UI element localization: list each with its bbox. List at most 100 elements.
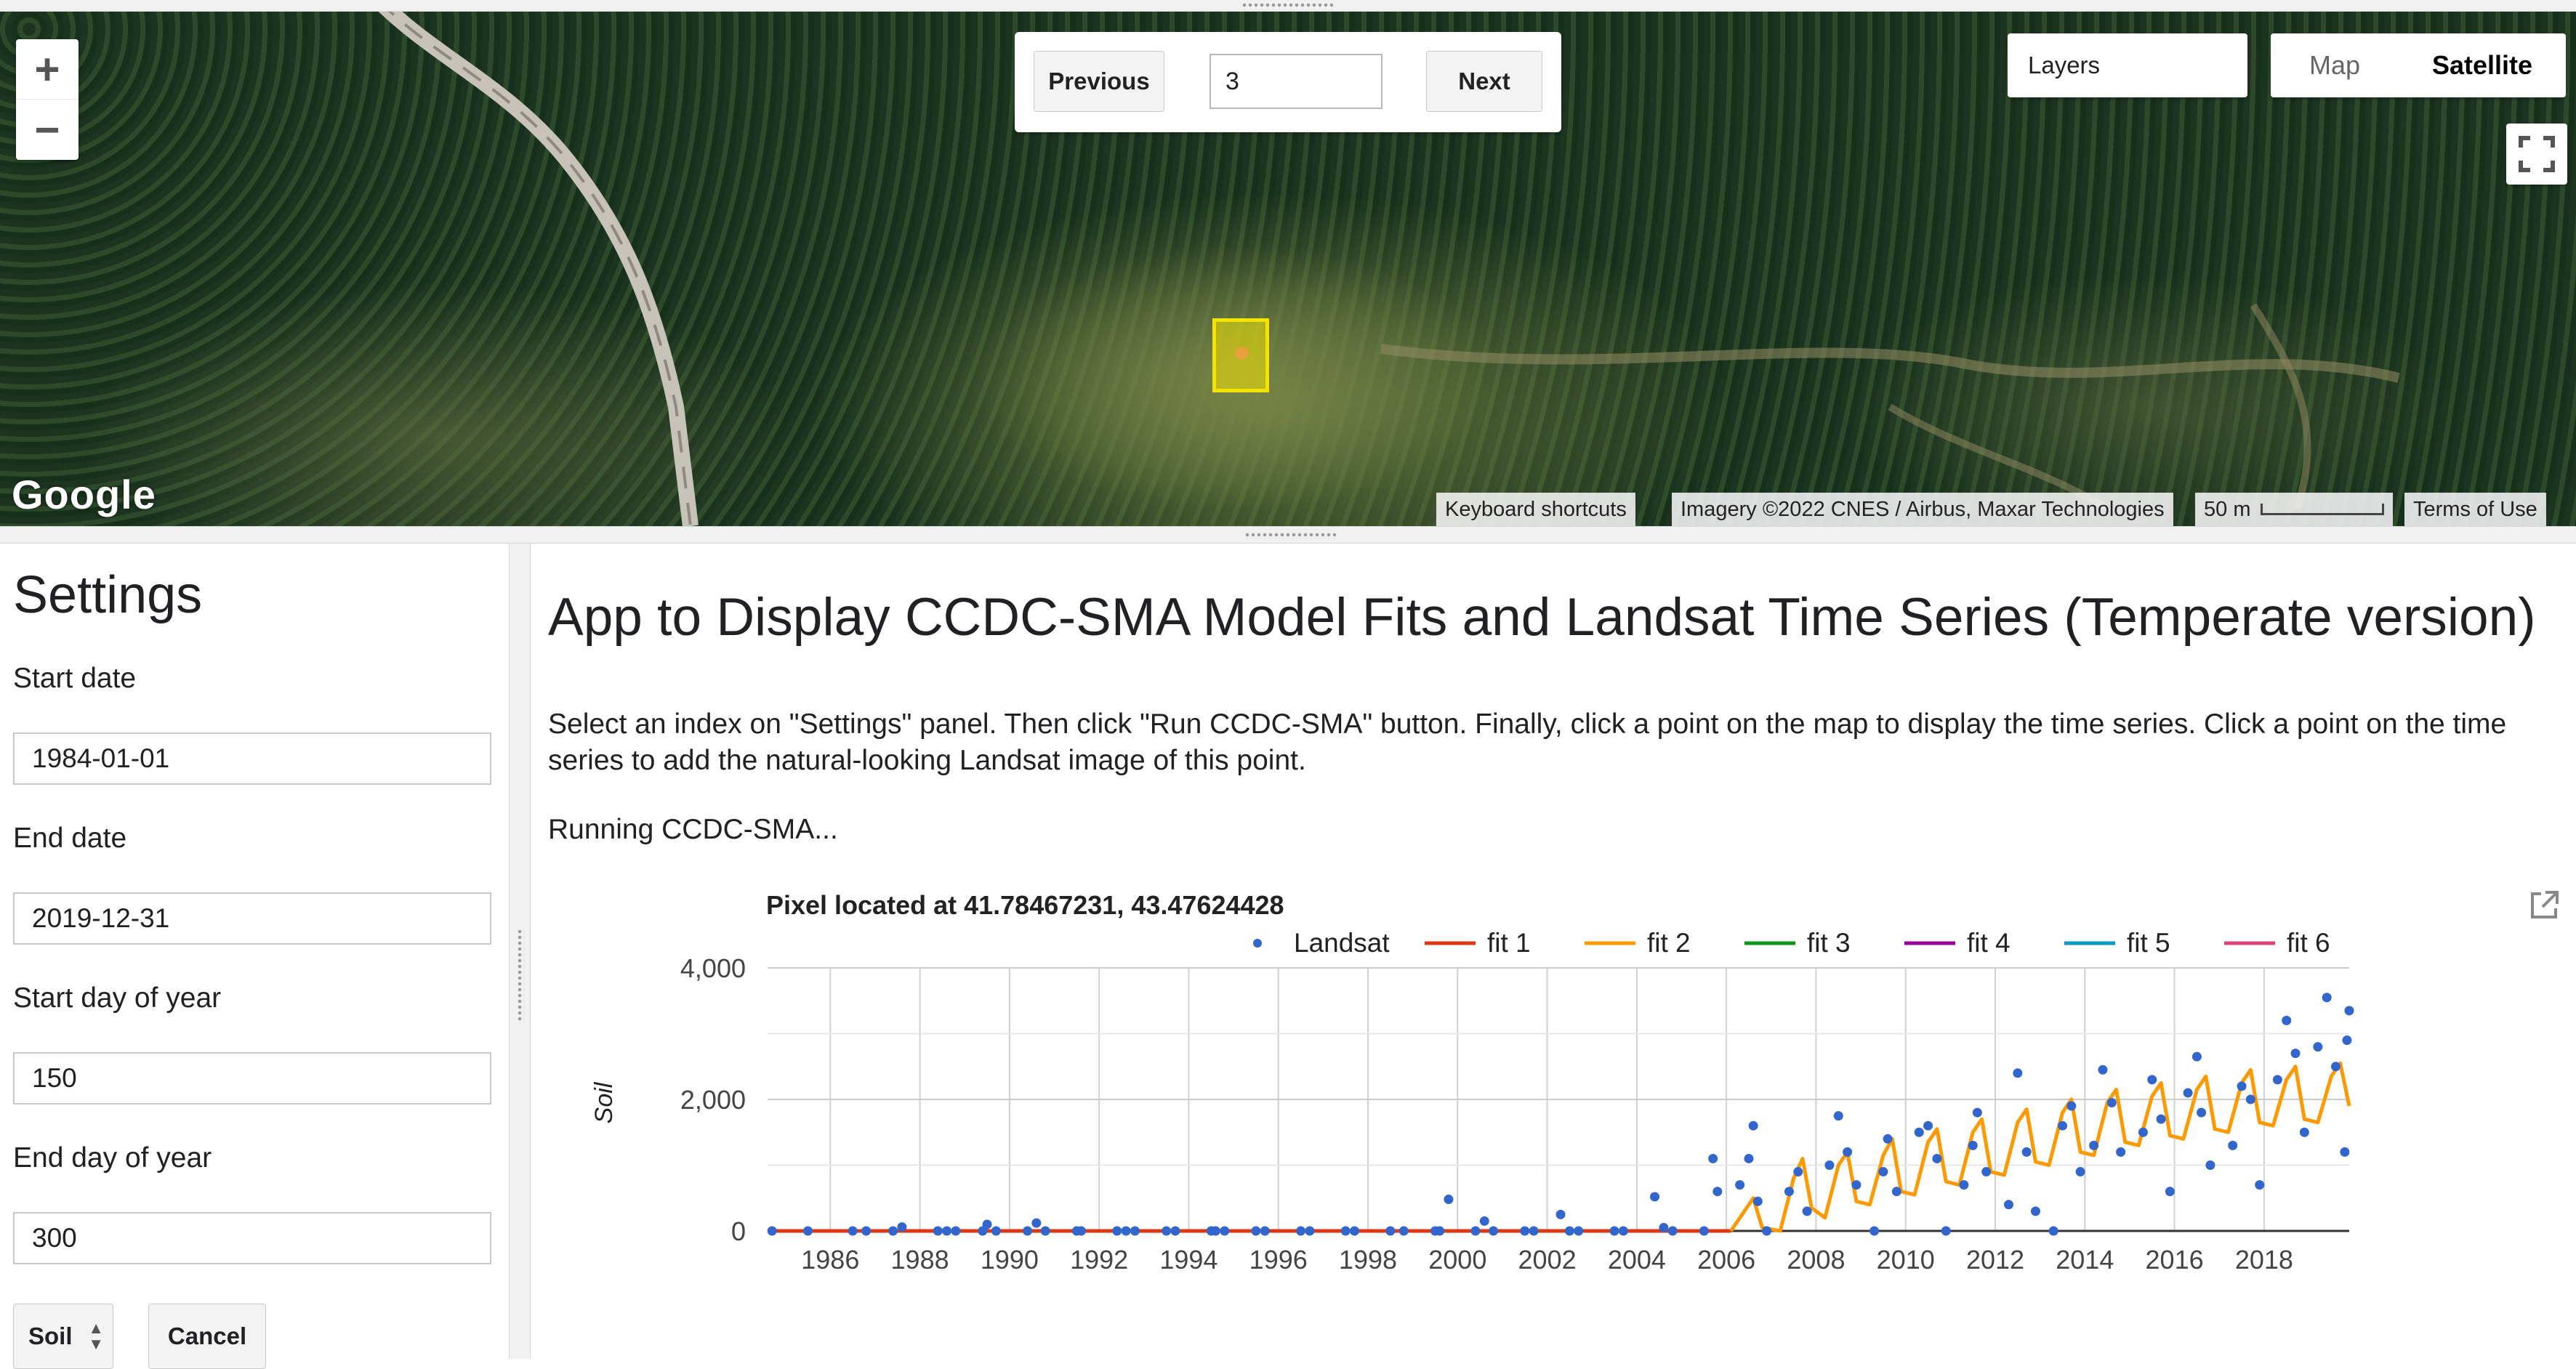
landsat-point[interactable] [1220,1226,1230,1236]
landsat-point[interactable] [2147,1075,2157,1085]
landsat-point[interactable] [1878,1167,1888,1177]
landsat-point[interactable] [2228,1140,2238,1150]
landsat-point[interactable] [1869,1226,1880,1236]
landsat-point[interactable] [1650,1192,1660,1202]
landsat-point[interactable] [1699,1226,1709,1236]
landsat-point[interactable] [1735,1180,1745,1190]
landsat-point[interactable] [2098,1065,2108,1075]
landsat-point[interactable] [1210,1226,1220,1236]
terms-of-use-link[interactable]: Terms of Use [2404,493,2546,526]
landsat-point[interactable] [2322,993,2332,1003]
landsat-point[interactable] [2290,1049,2301,1059]
time-series-chart[interactable]: Pixel located at 41.78467231, 43.4762442… [531,544,2576,1359]
landsat-point[interactable] [2106,1098,2117,1108]
open-in-new-icon[interactable] [2528,889,2560,921]
landsat-point[interactable] [1574,1226,1584,1236]
landsat-point[interactable] [1972,1107,1982,1118]
landsat-point[interactable] [1959,1180,1969,1190]
start-doy-input[interactable] [13,1052,491,1105]
landsat-point[interactable] [1932,1153,1942,1163]
landsat-point[interactable] [2313,1042,2323,1052]
fullscreen-button[interactable] [2506,124,2567,185]
keyboard-shortcuts-link[interactable]: Keyboard shortcuts [1436,493,1635,526]
landsat-point[interactable] [1824,1160,1835,1170]
landsat-point[interactable] [2089,1140,2099,1150]
landsat-point[interactable] [1385,1226,1396,1236]
landsat-point[interactable] [802,1226,813,1236]
start-date-input[interactable] [13,732,491,785]
landsat-point[interactable] [1398,1226,1409,1236]
map-type-satellite-button[interactable]: Satellite [2431,50,2533,80]
landsat-point[interactable] [1296,1226,1306,1236]
landsat-point[interactable] [2331,1062,2341,1072]
landsat-point[interactable] [2340,1147,2350,1157]
map-scale[interactable]: 50 m [2195,493,2394,526]
landsat-point[interactable] [1251,1226,1261,1236]
landsat-point[interactable] [951,1226,961,1236]
landsat-point[interactable] [2013,1068,2023,1078]
landsat-point[interactable] [1031,1218,1042,1228]
image-index-input[interactable] [1209,54,1382,109]
landsat-point[interactable] [1708,1153,1718,1163]
landsat-point[interactable] [1112,1226,1122,1236]
next-button[interactable]: Next [1426,51,1542,112]
zoom-out-button[interactable]: − [34,105,60,154]
layers-dropdown[interactable]: Layers [2008,33,2247,97]
horizontal-splitter[interactable] [0,526,2576,544]
landsat-point[interactable] [1851,1180,1861,1190]
landsat-point[interactable] [1762,1226,1772,1236]
landsat-point[interactable] [942,1226,952,1236]
landsat-point[interactable] [2344,1006,2354,1016]
landsat-points[interactable] [767,993,2354,1236]
landsat-point[interactable] [1802,1206,1812,1216]
landsat-point[interactable] [1941,1226,1951,1236]
landsat-point[interactable] [1914,1127,1924,1137]
landsat-point[interactable] [2138,1127,2148,1137]
landsat-point[interactable] [991,1226,1001,1236]
landsat-point[interactable] [1260,1226,1270,1236]
landsat-point[interactable] [2191,1051,2202,1062]
landsat-point[interactable] [897,1222,907,1232]
landsat-point[interactable] [1162,1226,1172,1236]
landsat-point[interactable] [1712,1187,1723,1197]
landsat-point[interactable] [1833,1111,1843,1121]
landsat-point[interactable] [2272,1075,2282,1085]
end-date-input[interactable] [13,892,491,945]
landsat-point[interactable] [1883,1134,1893,1144]
landsat-point[interactable] [1076,1226,1087,1236]
previous-button[interactable]: Previous [1034,51,1164,112]
landsat-point[interactable] [1023,1226,1033,1236]
landsat-point[interactable] [1529,1226,1539,1236]
landsat-point[interactable] [2183,1088,2193,1098]
landsat-point[interactable] [1520,1226,1530,1236]
landsat-point[interactable] [1968,1140,1978,1150]
landsat-point[interactable] [1170,1226,1180,1236]
landsat-point[interactable] [1121,1226,1131,1236]
landsat-point[interactable] [1752,1196,1763,1206]
landsat-point[interactable] [861,1226,872,1236]
landsat-point[interactable] [1340,1226,1351,1236]
end-doy-input[interactable] [13,1212,491,1264]
landsat-point[interactable] [1793,1167,1803,1177]
landsat-point[interactable] [2075,1167,2085,1177]
landsat-point[interactable] [2021,1147,2032,1157]
landsat-point[interactable] [1305,1226,1315,1236]
cancel-button[interactable]: Cancel [148,1304,266,1369]
landsat-point[interactable] [2004,1200,2014,1210]
landsat-point[interactable] [888,1226,898,1236]
landsat-point[interactable] [1479,1216,1489,1226]
landsat-point[interactable] [2245,1094,2255,1105]
landsat-point[interactable] [1659,1222,1669,1232]
map-type-map-button[interactable]: Map [2309,50,2361,80]
landsat-point[interactable] [848,1226,858,1236]
landsat-point[interactable] [2116,1147,2126,1157]
landsat-point[interactable] [2255,1180,2265,1190]
landsat-point[interactable] [1040,1226,1050,1236]
landsat-point[interactable] [1350,1226,1360,1236]
landsat-point[interactable] [933,1226,943,1236]
landsat-point[interactable] [1891,1187,1901,1197]
landsat-point[interactable] [1784,1187,1794,1197]
landsat-point[interactable] [1470,1226,1481,1236]
landsat-point[interactable] [2205,1160,2215,1170]
landsat-point[interactable] [1130,1226,1140,1236]
